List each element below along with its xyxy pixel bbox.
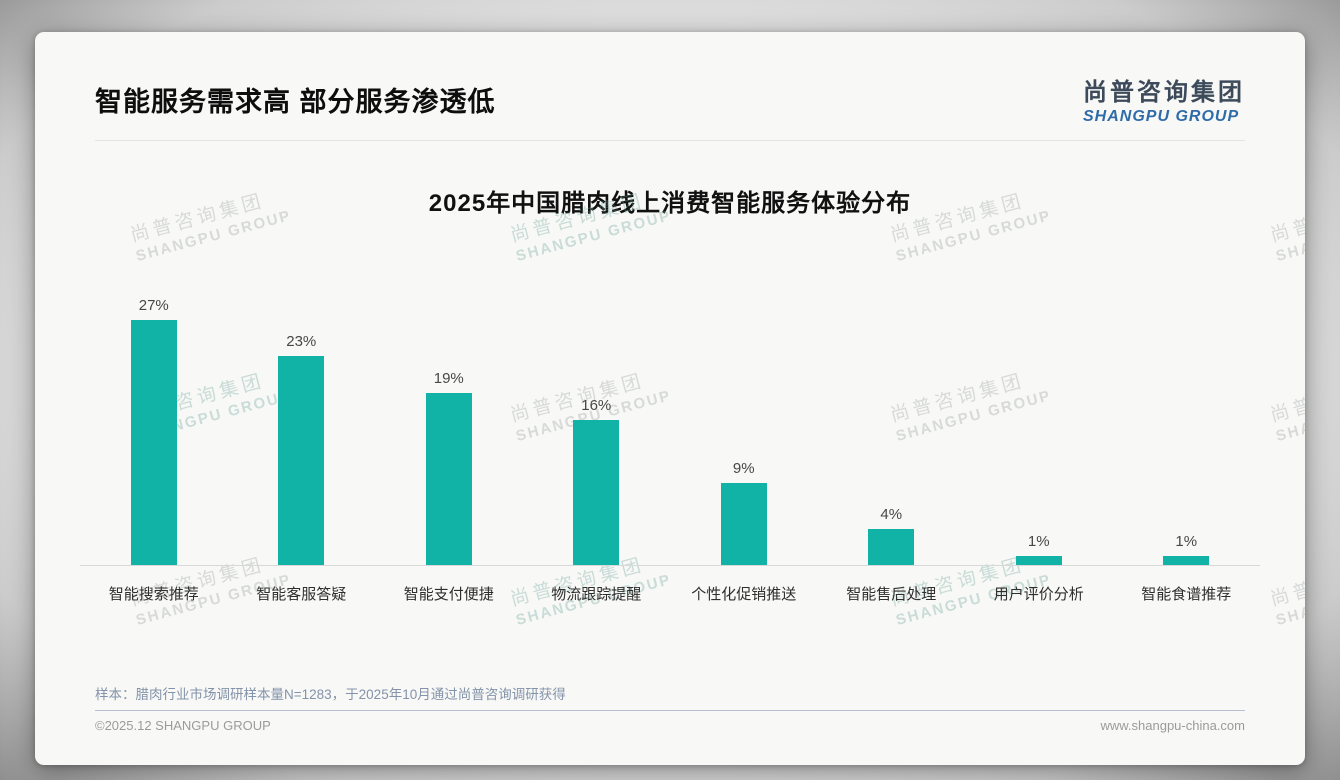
- bar-column: 16%: [523, 397, 671, 565]
- bar: [720, 483, 767, 565]
- category-label: 智能客服答疑: [256, 586, 347, 603]
- header-divider: [95, 140, 1245, 141]
- bar: [278, 356, 325, 565]
- website-url: www.shangpu-china.com: [1100, 718, 1245, 733]
- bar: [1163, 556, 1210, 565]
- bar-column: 9%: [670, 460, 818, 565]
- logo-chinese-text: 尚普咨询集团: [1083, 79, 1245, 106]
- slide-card: 尚普咨询集团 SHANGPU GROUP 尚普咨询集团 SHANGPU GROUP …: [35, 32, 1305, 765]
- bar-column: 19%: [375, 370, 523, 565]
- chart-title: 2025年中国腊肉线上消费智能服务体验分布: [428, 190, 912, 217]
- bar-column: 1%: [1113, 533, 1261, 565]
- category-label: 智能售后处理: [846, 586, 937, 603]
- company-logo: 尚普咨询集团 SHANGPU GROUP: [1083, 72, 1245, 126]
- bar-chart-plot: 27% 23% 19% 16% 9% 4% 1% 1%: [80, 266, 1260, 566]
- bar-value-label: 9%: [732, 460, 755, 477]
- category-label: 用户评价分析: [993, 586, 1084, 603]
- bar-value-label: 16%: [581, 397, 612, 414]
- bar: [573, 420, 620, 565]
- header: 智能服务需求高 部分服务渗透低 尚普咨询集团 SHANGPU GROUP: [35, 32, 1305, 126]
- footer-divider: [95, 710, 1245, 711]
- bar-value-label: 4%: [880, 506, 903, 523]
- bar: [425, 393, 472, 565]
- bar-value-label: 1%: [1175, 533, 1198, 550]
- logo-english-text: SHANGPU GROUP: [1083, 108, 1240, 125]
- category-label: 智能搜索推荐: [108, 586, 199, 603]
- bar-value-label: 1%: [1027, 533, 1050, 550]
- bar-value-label: 19%: [433, 370, 464, 387]
- category-label: 智能食谱推荐: [1141, 586, 1232, 603]
- bar-column: 27%: [80, 297, 228, 565]
- footer: ©2025.12 SHANGPU GROUP www.shangpu-china…: [95, 718, 1245, 733]
- category-label: 物流跟踪提醒: [551, 586, 642, 603]
- category-labels: 智能搜索推荐 智能客服答疑 智能支付便捷 物流跟踪提醒 个性化促销推送 智能售后处理 用户评…: [80, 566, 1260, 604]
- bar-value-label: 27%: [138, 297, 169, 314]
- bar-column: 23%: [228, 333, 376, 565]
- bar: [868, 529, 915, 565]
- bar: [1015, 556, 1062, 565]
- sample-footnote: 样本：腊肉行业市场调研样本量N=1283，于2025年10月通过尚普咨询调研获得: [95, 687, 566, 702]
- page-title: 智能服务需求高 部分服务渗透低: [95, 87, 496, 117]
- copyright-text: ©2025.12 SHANGPU GROUP: [95, 718, 271, 733]
- category-label: 智能支付便捷: [403, 586, 494, 603]
- bar-column: 1%: [965, 533, 1113, 565]
- bar: [130, 320, 177, 565]
- category-label: 个性化促销推送: [691, 586, 797, 603]
- bar-value-label: 23%: [286, 333, 317, 350]
- bar-column: 4%: [818, 506, 966, 565]
